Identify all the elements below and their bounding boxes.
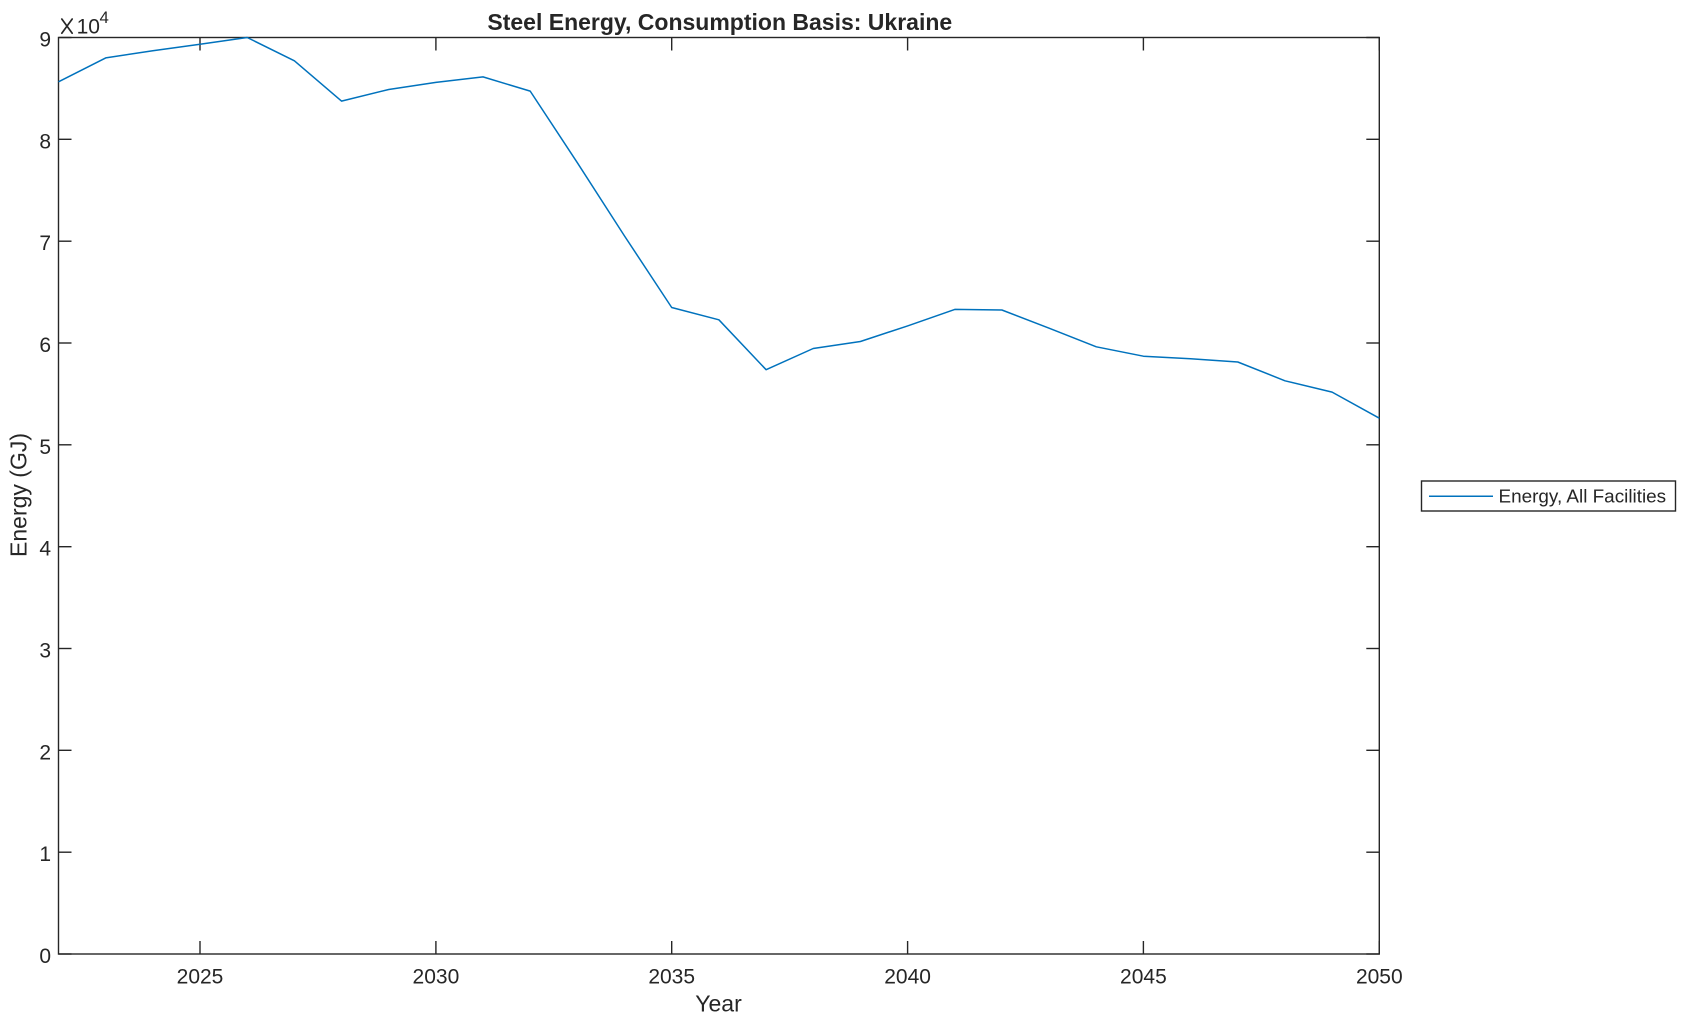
svg-text:Year: Year: [695, 991, 742, 1017]
svg-text:1: 1: [39, 843, 51, 866]
svg-text:4: 4: [100, 8, 109, 27]
svg-text:7: 7: [39, 232, 51, 255]
svg-text:10: 10: [77, 16, 100, 39]
svg-text:0: 0: [39, 945, 51, 968]
svg-text:6: 6: [39, 334, 51, 357]
svg-text:2: 2: [39, 741, 51, 764]
svg-text:2040: 2040: [884, 966, 931, 989]
svg-text:4: 4: [39, 538, 51, 561]
svg-text:3: 3: [39, 640, 51, 663]
svg-text:Energy (GJ): Energy (GJ): [6, 433, 32, 557]
svg-text:2050: 2050: [1356, 966, 1403, 989]
svg-text:2045: 2045: [1120, 966, 1167, 989]
svg-text:2025: 2025: [177, 966, 224, 989]
svg-text:9: 9: [39, 29, 51, 52]
svg-text:5: 5: [39, 436, 51, 459]
svg-text:8: 8: [39, 130, 51, 153]
svg-text:2035: 2035: [648, 966, 695, 989]
svg-text:Steel Energy, Consumption Basi: Steel Energy, Consumption Basis: Ukraine: [487, 9, 952, 35]
svg-text:2030: 2030: [413, 966, 460, 989]
svg-text:Energy, All Facilities: Energy, All Facilities: [1499, 487, 1667, 508]
